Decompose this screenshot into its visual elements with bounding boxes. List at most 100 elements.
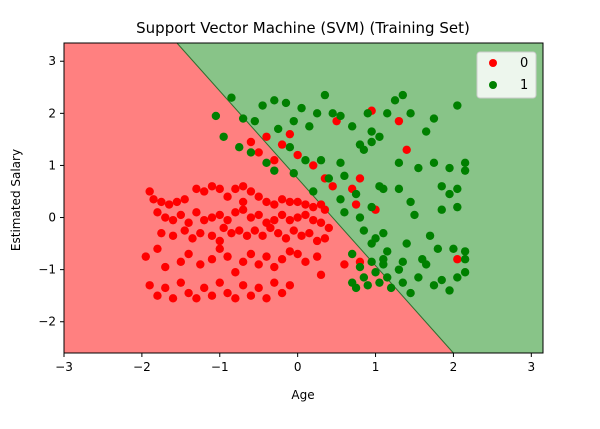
point-class-1 <box>347 122 357 131</box>
point-class-1 <box>336 111 345 121</box>
point-class-1 <box>363 109 372 118</box>
point-class-1 <box>340 171 349 181</box>
point-class-0 <box>184 249 193 259</box>
point-class-0 <box>223 288 232 298</box>
point-class-0 <box>320 234 330 243</box>
y-axis-label: Estimated Salary <box>9 149 23 251</box>
point-class-0 <box>157 197 166 207</box>
y-tick-label: −2 <box>38 315 56 329</box>
point-class-1 <box>460 255 470 264</box>
point-class-1 <box>437 275 446 285</box>
point-class-0 <box>207 231 217 240</box>
point-class-1 <box>340 208 349 217</box>
point-class-1 <box>437 182 446 191</box>
point-class-0 <box>309 215 318 225</box>
point-class-0 <box>309 202 318 212</box>
x-tick-label: 0 <box>294 360 302 374</box>
chart-title: Support Vector Machine (SVM) (Training S… <box>136 19 470 37</box>
legend-marker-1 <box>489 81 497 89</box>
point-class-0 <box>262 294 271 303</box>
point-class-0 <box>277 140 287 149</box>
point-class-0 <box>161 262 170 272</box>
point-class-0 <box>246 291 256 300</box>
point-class-0 <box>293 213 302 222</box>
point-class-0 <box>145 187 154 196</box>
point-class-0 <box>145 281 154 290</box>
point-class-0 <box>340 260 349 269</box>
point-class-1 <box>445 189 454 199</box>
point-class-0 <box>254 260 263 269</box>
y-tick-label: 0 <box>48 211 56 225</box>
point-class-0 <box>207 213 217 222</box>
point-class-0 <box>402 145 411 155</box>
point-class-1 <box>437 205 446 214</box>
point-class-1 <box>379 184 388 194</box>
point-class-0 <box>164 200 174 209</box>
point-class-1 <box>386 283 396 293</box>
point-class-0 <box>238 257 248 267</box>
point-class-0 <box>168 294 178 303</box>
point-class-0 <box>453 255 462 264</box>
point-class-0 <box>301 200 310 209</box>
point-class-1 <box>312 109 322 118</box>
point-class-1 <box>270 166 279 175</box>
point-class-0 <box>184 288 193 298</box>
point-class-0 <box>277 195 287 204</box>
point-class-0 <box>199 187 209 196</box>
point-class-0 <box>301 257 310 267</box>
point-class-0 <box>320 205 330 214</box>
point-class-1 <box>211 111 221 121</box>
point-class-1 <box>453 273 462 282</box>
point-class-0 <box>180 226 189 235</box>
point-class-0 <box>161 283 170 293</box>
point-class-1 <box>320 90 330 100</box>
point-class-0 <box>262 132 271 141</box>
point-class-1 <box>270 96 279 105</box>
point-class-1 <box>258 101 267 110</box>
point-class-0 <box>223 192 232 201</box>
point-class-1 <box>351 189 361 199</box>
point-class-1 <box>297 103 306 113</box>
decision-boundary-line <box>176 42 454 354</box>
point-class-1 <box>375 278 384 287</box>
point-class-0 <box>199 283 209 293</box>
point-class-0 <box>316 270 326 280</box>
point-class-0 <box>351 200 361 209</box>
point-class-1 <box>460 158 470 168</box>
point-class-0 <box>176 257 186 267</box>
point-class-0 <box>242 231 252 240</box>
legend-marker-0 <box>489 59 497 67</box>
point-class-1 <box>347 278 357 287</box>
point-class-1 <box>406 109 415 118</box>
point-class-1 <box>324 174 334 183</box>
x-axis-label: Age <box>291 388 314 402</box>
point-class-0 <box>168 215 178 225</box>
point-class-0 <box>219 223 228 233</box>
point-class-0 <box>312 252 322 261</box>
point-class-1 <box>398 278 408 287</box>
point-class-0 <box>273 228 283 238</box>
plot-frame <box>63 42 544 354</box>
point-class-0 <box>289 226 298 235</box>
point-class-1 <box>309 187 318 196</box>
point-class-1 <box>367 257 376 267</box>
point-class-1 <box>238 114 248 123</box>
point-class-1 <box>394 184 404 194</box>
point-class-0 <box>277 255 287 264</box>
point-class-1 <box>371 234 380 243</box>
point-class-0 <box>192 184 201 194</box>
point-class-0 <box>293 150 302 160</box>
point-class-1 <box>359 226 369 235</box>
point-class-1 <box>336 195 345 204</box>
point-class-0 <box>285 129 295 139</box>
point-class-0 <box>394 116 404 126</box>
point-class-1 <box>383 273 392 282</box>
point-class-1 <box>445 163 454 173</box>
y-tick-label: −1 <box>38 263 56 277</box>
point-class-0 <box>246 249 256 259</box>
x-tick-label: −2 <box>133 360 151 374</box>
point-class-0 <box>207 291 217 300</box>
point-class-0 <box>235 226 244 235</box>
point-class-1 <box>445 286 454 295</box>
legend: 0 1 <box>476 51 537 99</box>
